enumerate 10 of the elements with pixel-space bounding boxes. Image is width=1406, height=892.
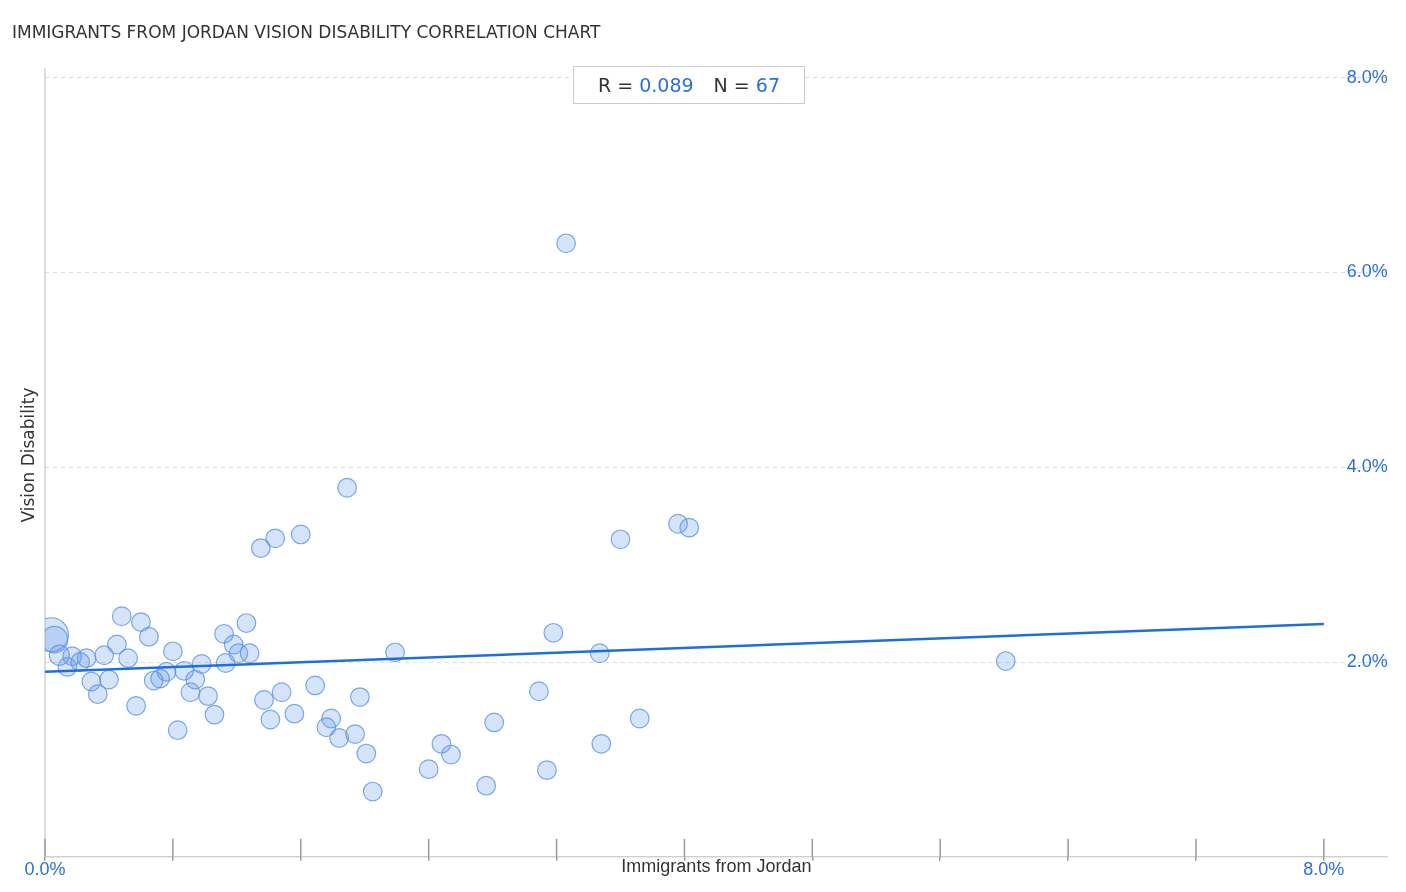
annotation: N = 67 [713,74,780,96]
annotation: R = 0.089 [597,74,694,96]
chart-title: IMMIGRANTS FROM JORDAN VISION DISABILITY CORRELATION CHART [12,22,601,42]
y-tick-label: 2.0% [1346,651,1388,671]
x-axis-title: Immigrants from Jordan [621,856,812,877]
y-tick-label: 4.0% [1346,456,1388,477]
y-tick-label: 6.0% [1346,261,1388,282]
x-tick-label: 0.0% [24,858,66,879]
y-tick-label: 8.0% [1346,66,1388,87]
y-axis-title: Vision Disability [18,387,38,523]
